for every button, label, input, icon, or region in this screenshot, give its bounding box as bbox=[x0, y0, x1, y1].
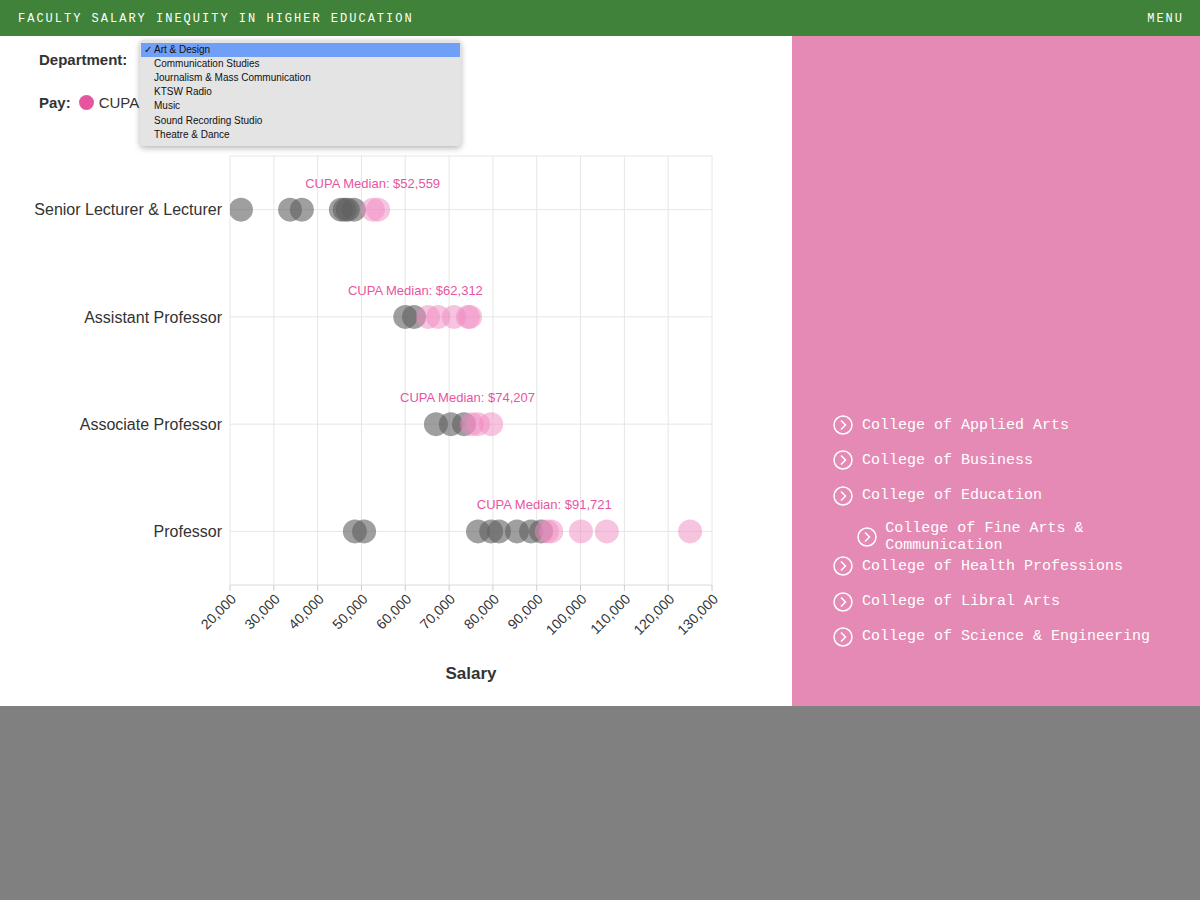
html-text:Music: Music bbox=[154, 100, 181, 112]
svg-text:CUPA Median: $91,721: CUPA Median: $91,721 bbox=[477, 497, 612, 512]
svg-text:20,000: 20,000 bbox=[198, 591, 240, 633]
html-text:College of Libral Arts: College of Libral Arts bbox=[862, 593, 1060, 610]
html-text:Sound Recording Studio: Sound Recording Studio bbox=[154, 114, 263, 126]
html-text:College of Health Professions: College of Health Professions bbox=[862, 557, 1123, 575]
svg-text:80,000: 80,000 bbox=[460, 591, 502, 633]
html-text:College of Fine Arts & Communi: College of Fine Arts & Communication bbox=[885, 519, 1084, 554]
html-text:CUPA: CUPA bbox=[98, 94, 140, 111]
svg-text:60,000: 60,000 bbox=[373, 591, 415, 633]
svg-text:Associate Professor: Associate Professor bbox=[80, 416, 223, 433]
svg-text:130,000: 130,000 bbox=[674, 591, 720, 638]
html-text:Department:: Department: bbox=[39, 51, 128, 68]
svg-text:110,000: 110,000 bbox=[587, 591, 634, 638]
html-text:FACULTY SALARY INEQUITY IN HIG: FACULTY SALARY INEQUITY IN HIGHER EDUCAT… bbox=[18, 12, 414, 26]
html-text:Journalism & Mass Communicatio: Journalism & Mass Communication bbox=[154, 72, 311, 84]
svg-text:Assistant Professor: Assistant Professor bbox=[84, 309, 223, 326]
svg-text:120,000: 120,000 bbox=[630, 591, 677, 638]
svg-text:CUPA Median: $52,559: CUPA Median: $52,559 bbox=[305, 176, 440, 191]
svg-text:Professor: Professor bbox=[154, 523, 223, 540]
svg-text:CUPA Median: $62,312: CUPA Median: $62,312 bbox=[348, 283, 483, 298]
html-text:KTSW Radio: KTSW Radio bbox=[154, 86, 212, 98]
svg-text:70,000: 70,000 bbox=[417, 591, 459, 633]
html-text:College of Business: College of Business bbox=[862, 451, 1033, 469]
svg-text:Salary: Salary bbox=[445, 664, 497, 683]
html-text:Pay:: Pay: bbox=[39, 94, 71, 111]
html-text:College of Applied Arts: College of Applied Arts bbox=[862, 416, 1069, 434]
svg-text:40,000: 40,000 bbox=[285, 591, 327, 633]
svg-text:CUPA Median: $74,207: CUPA Median: $74,207 bbox=[400, 390, 535, 405]
html-text:MENU: MENU bbox=[1147, 12, 1184, 26]
svg-text:Senior Lecturer & Lecturer: Senior Lecturer & Lecturer bbox=[34, 201, 222, 218]
html-text:College of Education: College of Education bbox=[862, 487, 1042, 505]
svg-text:100,000: 100,000 bbox=[543, 591, 590, 638]
html-text:Theatre & Dance: Theatre & Dance bbox=[154, 128, 230, 140]
html-text:✓ Art & Design: ✓ Art & Design bbox=[144, 44, 211, 55]
svg-text:90,000: 90,000 bbox=[504, 591, 546, 633]
html-text:Communication Studies: Communication Studies bbox=[154, 58, 260, 70]
svg-text:50,000: 50,000 bbox=[329, 591, 371, 633]
html-text:College of Science & Engineeri: College of Science & Engineering bbox=[862, 628, 1150, 646]
svg-text:30,000: 30,000 bbox=[241, 591, 283, 633]
